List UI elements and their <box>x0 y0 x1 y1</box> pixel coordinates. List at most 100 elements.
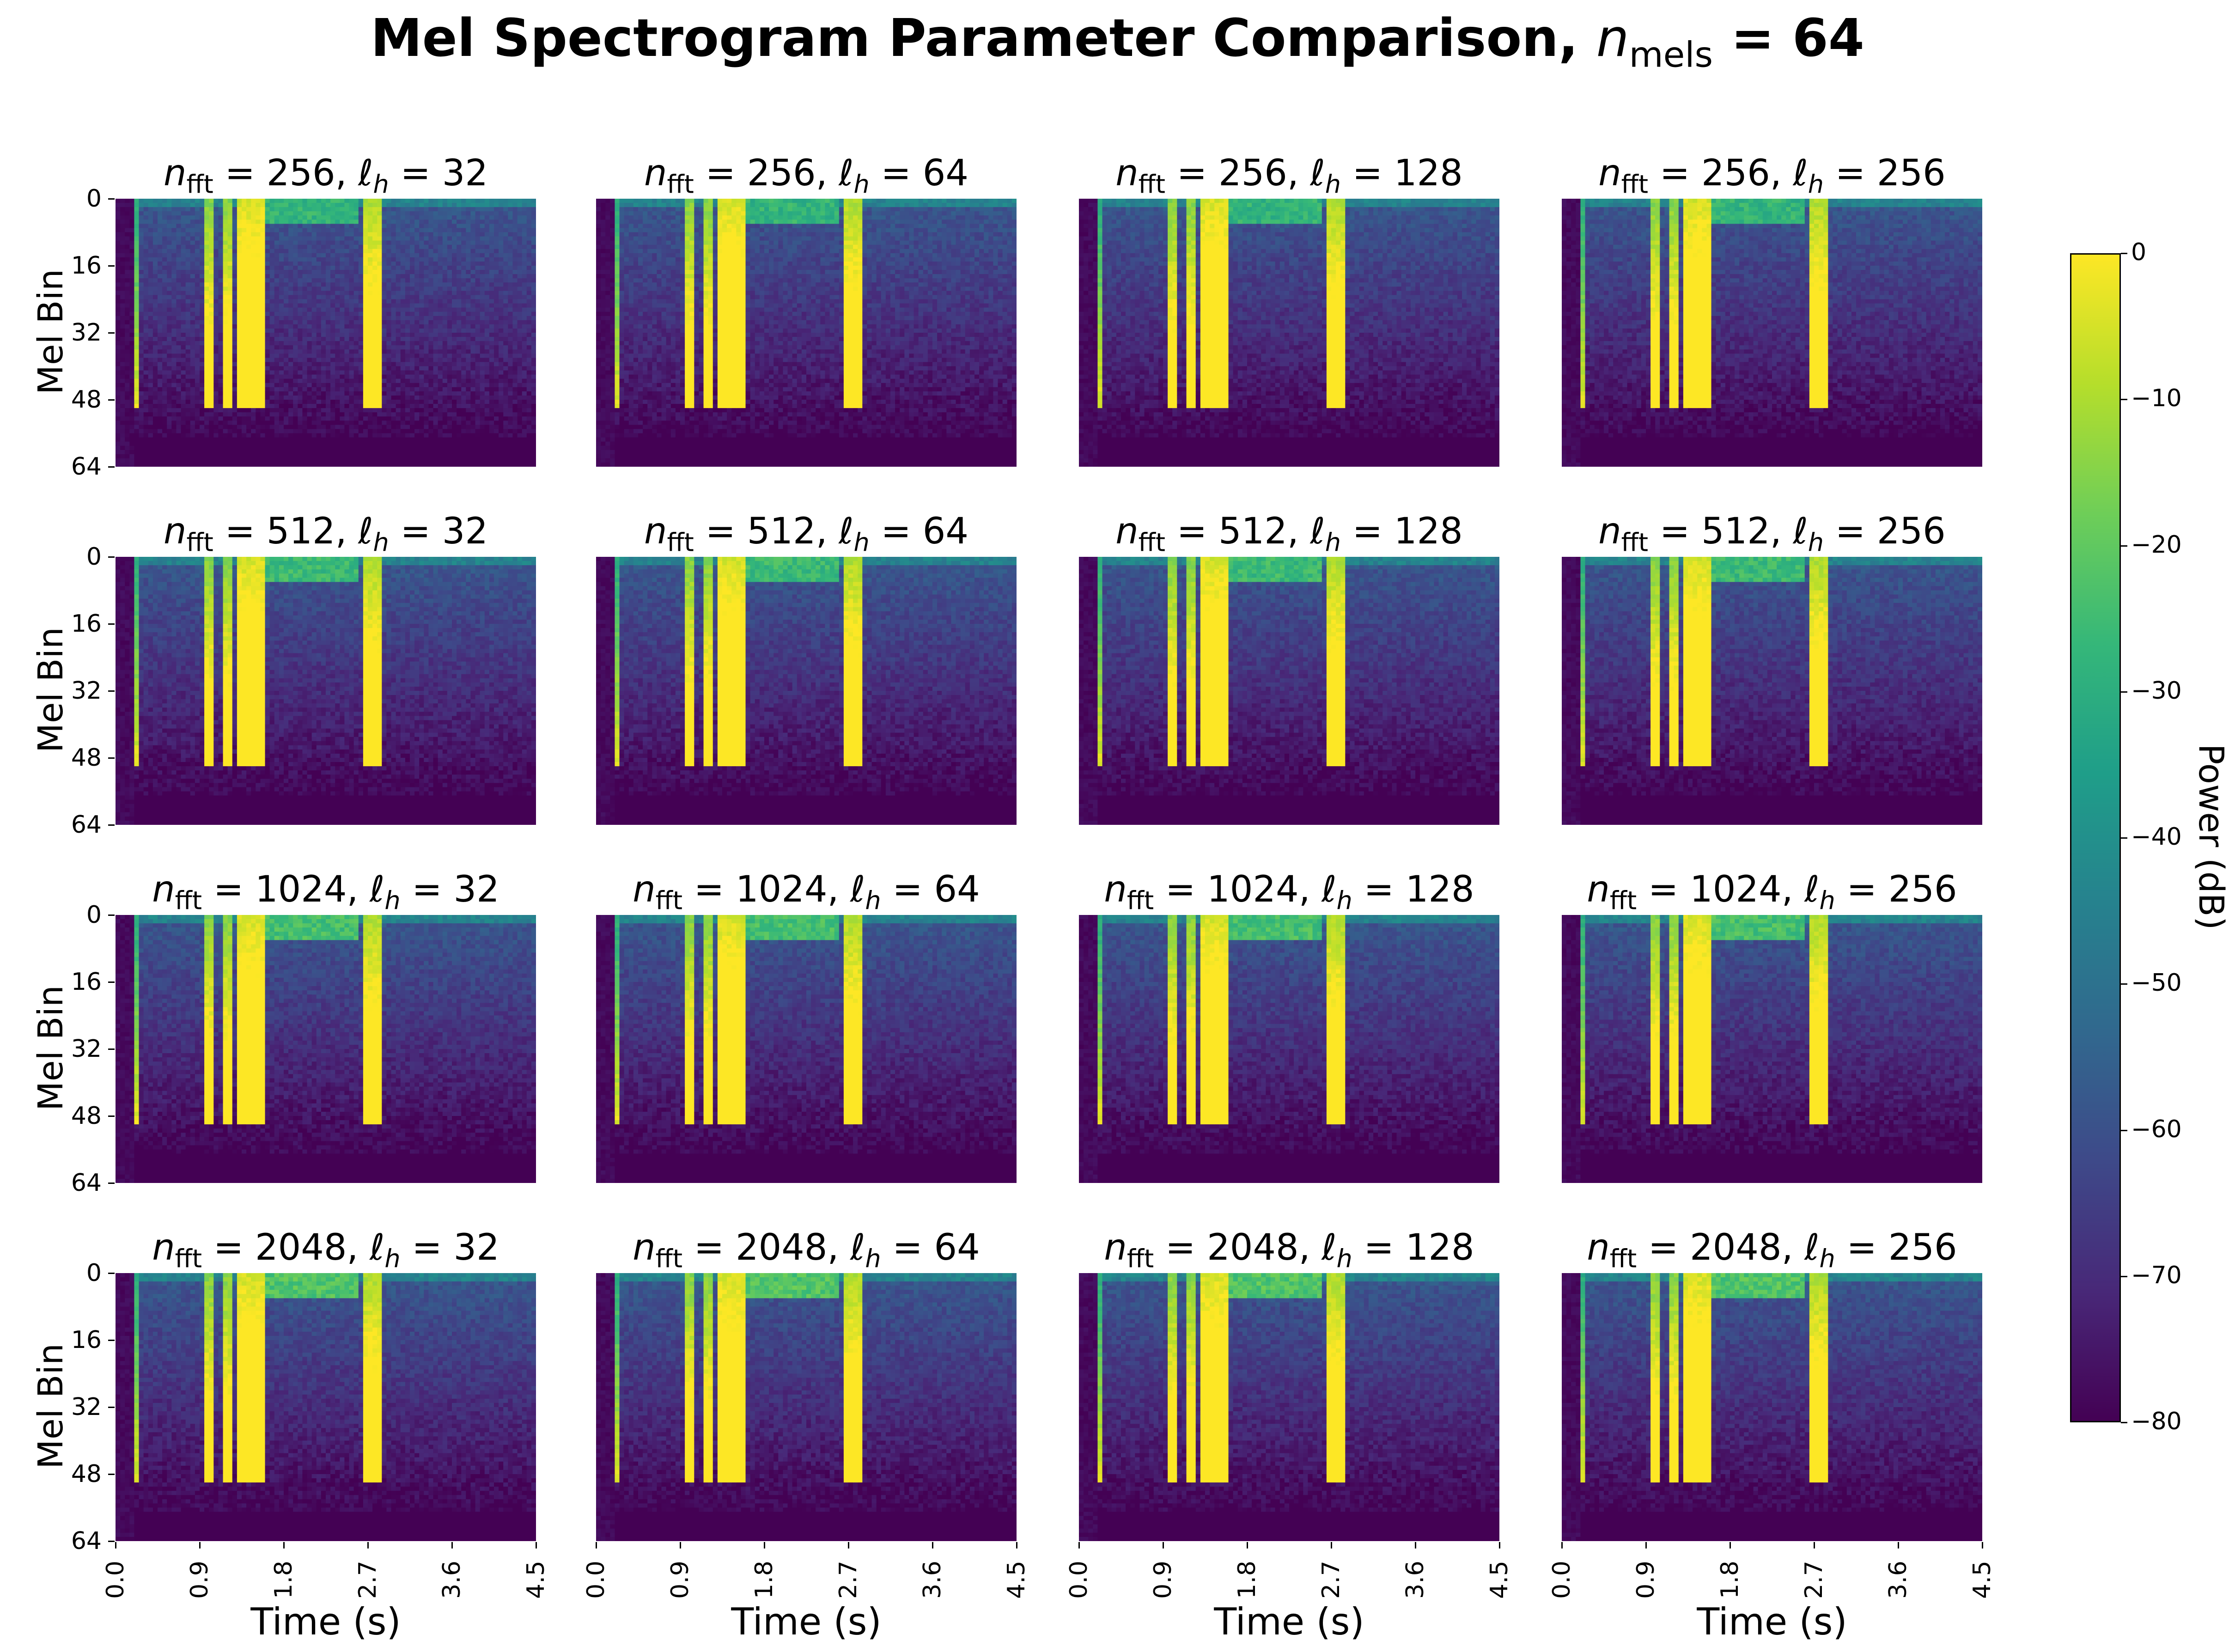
heatmap-cell <box>190 312 195 317</box>
heatmap-cell <box>274 316 280 321</box>
heatmap-cell <box>274 349 280 354</box>
heatmap-cell <box>312 349 317 354</box>
heatmap-cell <box>424 282 429 287</box>
heatmap-cell <box>242 278 247 283</box>
heatmap-cell <box>176 429 181 433</box>
heatmap-cell <box>167 337 172 341</box>
heatmap-cell <box>213 257 219 262</box>
heatmap-cell <box>396 400 401 404</box>
heatmap-cell <box>274 383 280 388</box>
heatmap-cell <box>167 454 172 459</box>
heatmap-cell <box>148 312 153 317</box>
heatmap-cell <box>359 282 364 287</box>
heatmap-cell <box>386 316 391 321</box>
heatmap-cell <box>293 320 298 325</box>
heatmap-cell <box>288 438 293 442</box>
heatmap-cell <box>457 278 462 283</box>
heatmap-cell <box>139 291 144 295</box>
heatmap-cell <box>335 312 340 317</box>
heatmap-cell <box>139 257 144 262</box>
heatmap-cell <box>438 215 443 220</box>
heatmap-cell <box>377 245 382 250</box>
heatmap-cell <box>317 354 322 358</box>
heatmap-cell <box>116 349 121 354</box>
heatmap-cell <box>354 245 359 250</box>
heatmap-cell <box>279 337 284 341</box>
heatmap-cell <box>330 387 335 392</box>
heatmap-cell <box>200 416 205 421</box>
heatmap-cell <box>270 287 275 291</box>
heatmap-cell <box>284 416 289 421</box>
heatmap-cell <box>228 282 233 287</box>
heatmap-cell <box>293 345 298 350</box>
heatmap-cell <box>363 324 368 329</box>
heatmap-cell <box>363 257 368 262</box>
heatmap-cell <box>232 295 238 299</box>
heatmap-cell <box>298 299 303 304</box>
heatmap-cell <box>443 349 448 354</box>
heatmap-cell <box>237 379 242 384</box>
heatmap-cell <box>293 228 298 232</box>
heatmap-cell <box>209 257 214 262</box>
heatmap-cell <box>349 463 354 467</box>
heatmap-cell <box>386 354 391 358</box>
heatmap-cell <box>186 349 191 354</box>
heatmap-cell <box>162 345 167 350</box>
heatmap-cell <box>218 228 223 232</box>
heatmap-cell <box>401 266 406 270</box>
heatmap-cell <box>251 396 256 400</box>
heatmap-cell <box>307 366 312 371</box>
heatmap-cell <box>246 416 251 421</box>
heatmap-cell <box>129 446 134 451</box>
heatmap-cell <box>223 274 228 279</box>
heatmap-cell <box>279 249 284 254</box>
heatmap-cell <box>428 421 433 425</box>
heatmap-cell <box>148 270 153 274</box>
heatmap-cell <box>116 404 121 408</box>
heatmap-cell <box>270 341 275 346</box>
heatmap-cell <box>470 249 475 254</box>
heatmap-cell <box>377 421 382 425</box>
heatmap-cell <box>424 412 429 417</box>
heatmap-cell <box>457 274 462 279</box>
heatmap-cell <box>466 228 471 232</box>
heatmap-cell <box>181 278 186 283</box>
heatmap-cell <box>302 312 307 317</box>
heatmap-cell <box>475 329 481 333</box>
heatmap-cell <box>293 433 298 438</box>
heatmap-cell <box>457 211 462 216</box>
heatmap-cell <box>284 446 289 451</box>
heatmap-cell <box>134 215 139 220</box>
heatmap-cell <box>330 219 335 224</box>
heatmap-cell <box>158 270 163 274</box>
heatmap-cell <box>466 412 471 417</box>
heatmap-cell <box>223 199 228 203</box>
heatmap-cell <box>433 270 438 274</box>
heatmap-cell <box>470 404 475 408</box>
heatmap-cell <box>466 241 471 245</box>
heatmap-cell <box>443 446 448 451</box>
heatmap-cell <box>452 270 457 274</box>
heatmap-cell <box>438 270 443 274</box>
heatmap-cell <box>242 215 247 220</box>
heatmap-cell <box>368 463 373 467</box>
heatmap-cell <box>242 379 247 384</box>
heatmap-cell <box>401 295 406 299</box>
heatmap-cell <box>190 333 195 337</box>
heatmap-cell <box>228 333 233 337</box>
heatmap-cell <box>176 320 181 325</box>
heatmap-cell <box>195 400 200 404</box>
heatmap-cell <box>391 379 396 384</box>
heatmap-cell <box>470 416 475 421</box>
heatmap-cell <box>428 425 433 429</box>
heatmap-cell <box>213 249 219 254</box>
heatmap-cell <box>330 337 335 341</box>
heatmap-cell <box>274 354 280 358</box>
heatmap-cell <box>386 266 391 270</box>
heatmap-cell <box>144 450 149 455</box>
heatmap-cell <box>204 354 209 358</box>
heatmap-cell <box>213 237 219 241</box>
heatmap-cell <box>134 232 139 237</box>
heatmap-cell <box>279 299 284 304</box>
heatmap-cell <box>200 308 205 312</box>
